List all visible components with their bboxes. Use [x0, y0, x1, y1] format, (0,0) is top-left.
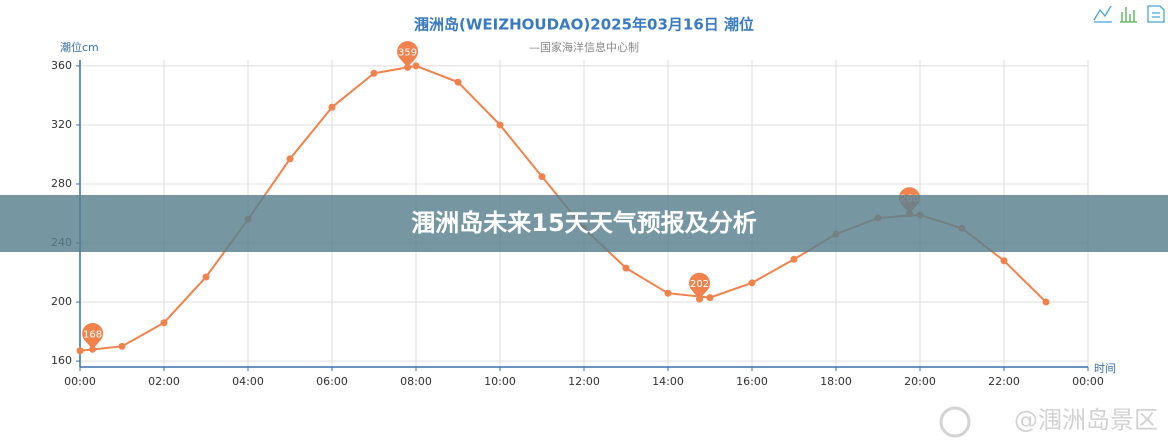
x-axis-label: 时间 — [1094, 362, 1116, 375]
y-tick-label: 280 — [51, 177, 72, 190]
x-tick-label: 10:00 — [484, 375, 516, 388]
save-button[interactable] — [1147, 5, 1165, 23]
x-tick-label: 02:00 — [148, 375, 180, 388]
x-tick-label: 06:00 — [316, 375, 348, 388]
x-tick-label: 16:00 — [736, 375, 768, 388]
watermark-icon — [939, 406, 971, 438]
data-point — [496, 121, 504, 129]
data-point — [748, 279, 756, 287]
data-point — [286, 155, 294, 163]
data-point — [328, 103, 336, 111]
toolbox — [1093, 5, 1165, 23]
data-point — [454, 78, 462, 86]
y-tick-label: 320 — [51, 118, 72, 131]
data-point — [706, 294, 714, 302]
banner-text: 涠洲岛未来15天天气预报及分析 — [411, 209, 756, 237]
y-tick-label: 160 — [51, 354, 72, 367]
extreme-pin — [82, 322, 104, 350]
x-tick-label: 00:00 — [64, 375, 96, 388]
y-tick-label: 360 — [51, 59, 72, 72]
x-tick-label: 14:00 — [652, 375, 684, 388]
data-point — [202, 273, 210, 281]
x-tick-label: 12:00 — [568, 375, 600, 388]
data-point — [538, 173, 546, 181]
extreme-label: 359 — [398, 47, 417, 58]
data-point — [1042, 298, 1050, 306]
watermark: @涠洲岛景区 — [1014, 406, 1158, 434]
x-tick-label: 18:00 — [820, 375, 852, 388]
extreme-label: 202 — [690, 279, 709, 290]
x-tick-label: 04:00 — [232, 375, 264, 388]
data-point — [622, 264, 630, 272]
data-point — [118, 342, 126, 350]
chart-title: 涠洲岛(WEIZHOUDAO)2025年03月16日 潮位 — [414, 16, 754, 34]
x-tick-label: 22:00 — [988, 375, 1020, 388]
data-point — [664, 289, 672, 297]
line-view-button[interactable] — [1093, 5, 1112, 23]
y-axis-label: 潮位cm — [60, 40, 99, 54]
x-tick-label: 00:00 — [1072, 375, 1104, 388]
chart-subtitle: —国家海洋信息中心制 — [529, 40, 639, 54]
data-point — [76, 347, 84, 355]
data-point — [160, 319, 168, 327]
y-tick-label: 200 — [51, 295, 72, 308]
x-tick-label: 20:00 — [904, 375, 936, 388]
data-point — [1000, 257, 1008, 265]
bar-view-button[interactable] — [1120, 7, 1137, 23]
extreme-pin — [689, 272, 711, 300]
data-point — [370, 69, 378, 77]
banner — [0, 195, 1168, 252]
data-point — [790, 255, 798, 263]
extreme-pin — [397, 41, 419, 68]
extreme-label: 168 — [83, 329, 102, 340]
data-point — [412, 62, 420, 70]
x-tick-label: 08:00 — [400, 375, 432, 388]
